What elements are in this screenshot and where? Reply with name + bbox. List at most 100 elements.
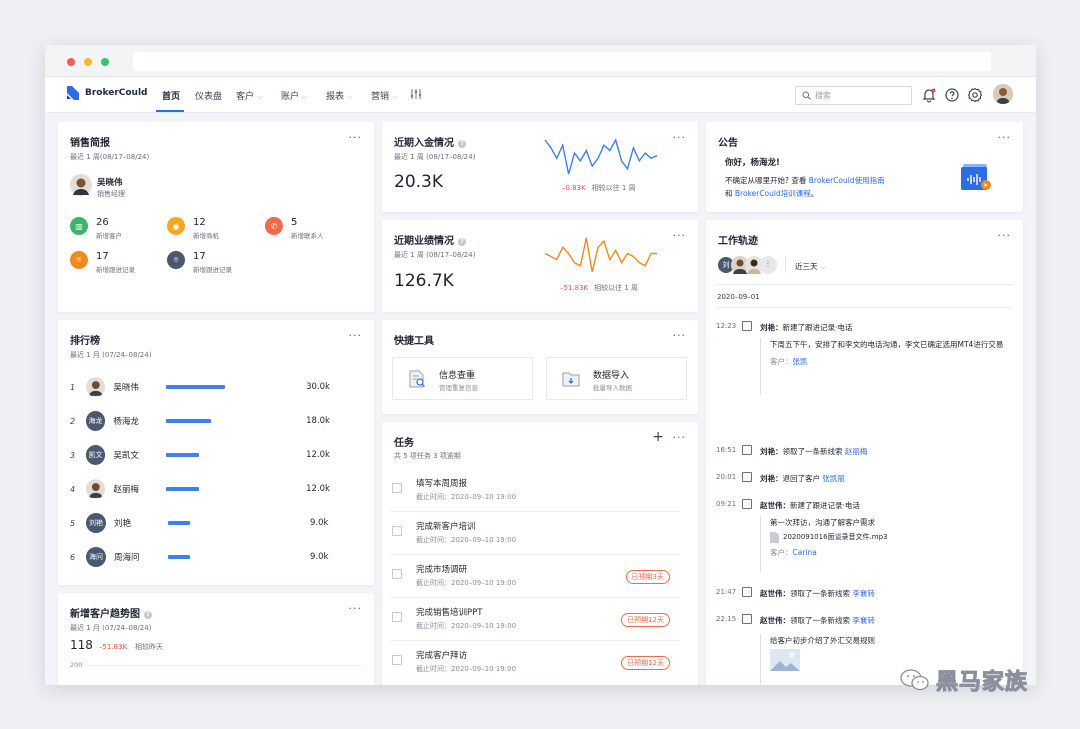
card-period: 最近 1 月 (07/24–08/24) [70, 624, 152, 632]
task-checkbox[interactable] [392, 526, 402, 536]
entry-time: 12:23 [716, 322, 737, 330]
avatar [745, 256, 763, 274]
attachment[interactable]: 2020091016面谈录音文件.mp3 [770, 531, 1006, 544]
metric-value: 17 [96, 251, 109, 262]
card-title-text: 新增客户趋势图 [70, 609, 140, 620]
logo-icon [67, 86, 79, 100]
avatar: 凯文 [85, 445, 106, 465]
more-menu-icon[interactable]: ··· [672, 329, 686, 342]
more-avatars-icon: ⋮ [759, 256, 777, 274]
customer-trend-card: 新增客户趋势图? 最近 1 月 (07/24–08/24) ··· 118 –5… [58, 593, 374, 685]
task-item[interactable]: 完成新客户培训 截止时间：2020–09–10 19:00 [390, 513, 680, 555]
avatar-group[interactable]: 刘 ⋮ [717, 256, 777, 274]
target-link[interactable]: 李襄转 [852, 589, 875, 598]
ranking-row[interactable]: 6 海问 周海问 9.0k [70, 546, 330, 568]
tool-import[interactable]: 数据导入 批量导入数据 [546, 357, 687, 400]
location-pin-icon: ⌾ [70, 251, 88, 269]
client-label: 客户： [770, 548, 793, 557]
card-title: 工作轨迹 [718, 236, 758, 247]
entry-detail: 给客户初步介绍了外汇交易规则 [760, 634, 1006, 685]
entry-title: 刘艳：领取了一条新线索 赵丽梅 [760, 446, 867, 457]
ranking-row[interactable]: 2 海龙 杨海龙 18.0k [70, 410, 330, 432]
ranking-row[interactable]: 5 刘艳 刘艳 9.0k [70, 512, 330, 534]
tool-title: 信息查重 [439, 371, 476, 381]
user-photo [993, 84, 1013, 104]
nav-customers-label: 客户 [236, 92, 255, 102]
more-menu-icon[interactable]: ··· [997, 131, 1011, 144]
metric-label: 新增跟进记录 [96, 266, 135, 274]
rank-bar-fill [168, 555, 190, 559]
user-avatar[interactable] [993, 84, 1013, 104]
nav-accounts[interactable]: 账户 ⌵ [281, 89, 307, 102]
task-checkbox[interactable] [392, 655, 402, 665]
nav-dashboard[interactable]: 仪表盘 [195, 92, 223, 102]
tool-dedupe[interactable]: 信息查重 管理重复信息 [392, 357, 533, 400]
nav-active-indicator [156, 110, 184, 112]
task-item[interactable]: 完成销售培训PPT 截止时间：2020–09–10 19:00 已预期12天 [390, 599, 680, 641]
avatar [85, 377, 106, 397]
settings-gear-icon[interactable] [967, 87, 983, 103]
notice-text: 和 [725, 189, 733, 198]
metric-new-opportunities: ◉ 12 新增商机 [167, 217, 219, 240]
notice-body: 不确定从哪里开始? 查看 BrokerCould使用指南 和 BrokerCou… [725, 174, 925, 200]
close-window-dot[interactable] [67, 58, 75, 66]
help-icon[interactable]: ? [458, 140, 466, 148]
search-input[interactable]: 搜索 [795, 86, 912, 105]
task-item[interactable]: 填写本周周报 截止时间：2020–09–10 19:00 [390, 470, 680, 512]
more-menu-icon[interactable]: ··· [348, 329, 362, 342]
brand-logo[interactable]: BrokerCould [67, 86, 148, 100]
guide-link[interactable]: BrokerCould使用指南 [808, 176, 885, 185]
more-menu-icon[interactable]: ··· [348, 602, 362, 615]
task-checkbox[interactable] [392, 483, 402, 493]
nav-reports[interactable]: 报表 ⌵ [326, 89, 352, 102]
actor: 刘艳： [760, 323, 783, 332]
task-item[interactable]: 完成市场调研 截止时间：2020–09–10 19:00 已预期3天 [390, 556, 680, 598]
metric-new-customers: ▥ 26 新增客户 [70, 217, 122, 240]
date-range-filter[interactable]: 近三天 ⌵ [795, 261, 826, 272]
bell-icon[interactable] [921, 87, 937, 103]
training-link[interactable]: BrokerCould培训课程 [734, 189, 811, 198]
metric-value: 12 [193, 217, 206, 228]
lead-icon [742, 614, 752, 624]
minimize-window-dot[interactable] [84, 58, 92, 66]
notice-card: 公告 ··· 你好，杨海龙! 不确定从哪里开始? 查看 BrokerCould使… [706, 122, 1023, 212]
action: 退回了客户 [782, 474, 821, 483]
rank-name: 周海问 [114, 553, 140, 563]
nav-customers[interactable]: 客户 ⌵ [236, 89, 262, 102]
more-menu-icon[interactable]: ··· [672, 229, 686, 242]
more-menu-icon[interactable]: ··· [672, 431, 686, 444]
target-link[interactable]: 李襄转 [852, 616, 875, 625]
address-bar[interactable] [133, 52, 991, 71]
attachment-thumbnail[interactable] [770, 649, 800, 671]
task-title: 完成销售培训PPT [416, 608, 483, 618]
rank-number: 3 [70, 450, 76, 460]
entry-time: 21:47 [716, 588, 737, 596]
ranking-row[interactable]: 1 吴晓伟 30.0k [70, 376, 330, 398]
change-label: 相较以往 1 周 [591, 184, 636, 192]
target-link[interactable]: 张凯丽 [822, 474, 845, 483]
more-menu-icon[interactable]: ··· [997, 229, 1011, 242]
change-label: 相较以往 1 周 [594, 284, 639, 292]
ranking-row[interactable]: 4 赵丽梅 12.0k [70, 478, 330, 500]
maximize-window-dot[interactable] [101, 58, 109, 66]
nav-home[interactable]: 首页 [162, 92, 181, 102]
sliders-icon[interactable] [410, 88, 422, 100]
task-checkbox[interactable] [392, 569, 402, 579]
help-icon[interactable]: ? [144, 611, 152, 619]
avatar [731, 256, 749, 274]
client-link[interactable]: 张凯 [792, 357, 808, 366]
help-icon[interactable]: ? [458, 238, 466, 246]
ranking-row[interactable]: 3 凯文 吴凯文 12.0k [70, 444, 330, 466]
client-link[interactable]: Carina [792, 548, 817, 557]
metric-new-contacts: ✆ 5 新增联系人 [265, 217, 324, 240]
add-task-icon[interactable]: + [652, 429, 664, 445]
task-checkbox[interactable] [392, 612, 402, 622]
task-item[interactable]: 完成客户拜访 截止时间：2020–09–10 19:00 已预期12天 [390, 642, 680, 684]
task-deadline: 截止时间：2020–09–10 19:00 [416, 493, 517, 501]
more-menu-icon[interactable]: ··· [672, 131, 686, 144]
rank-number: 2 [70, 416, 76, 426]
more-menu-icon[interactable]: ··· [348, 131, 362, 144]
help-icon[interactable] [944, 87, 960, 103]
nav-marketing[interactable]: 营销 ⌵ [371, 89, 397, 102]
target-link[interactable]: 赵丽梅 [844, 447, 868, 456]
